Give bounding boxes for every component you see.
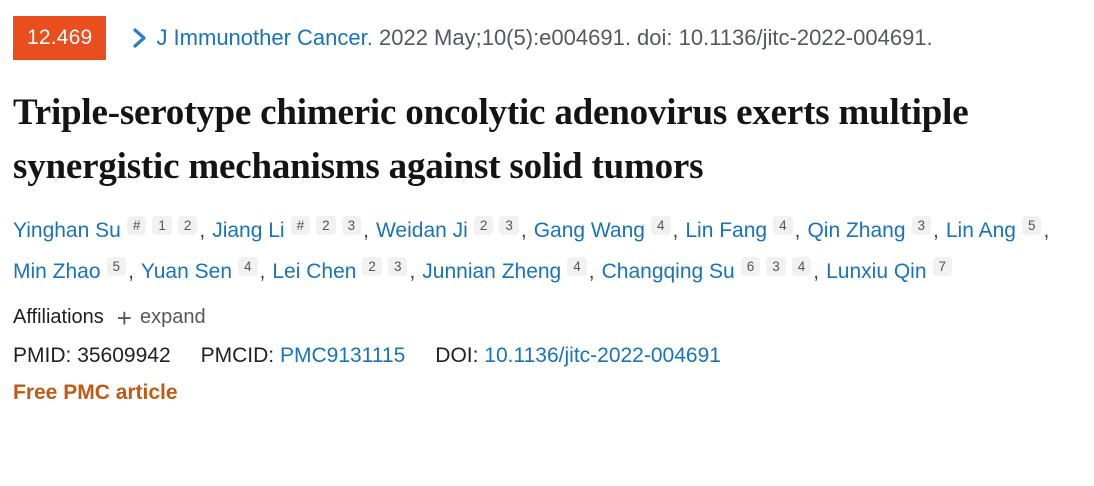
expand-label: expand	[139, 306, 206, 329]
author: Lunxiu Qin 7	[826, 252, 953, 293]
doi-label: DOI:	[435, 343, 479, 367]
journal-link[interactable]: J Immunother Cancer.	[156, 25, 373, 50]
author-affiliation-sup[interactable]: 4	[773, 215, 793, 236]
author-affiliation-sup[interactable]: 4	[650, 215, 671, 236]
author-affiliation-sup[interactable]: #	[290, 215, 311, 236]
author-affiliation-sup[interactable]: 2	[473, 215, 494, 236]
chevron-right-icon[interactable]	[132, 27, 147, 49]
author-separator: ,	[199, 218, 206, 242]
author-separator: ,	[409, 259, 416, 283]
impact-factor-badge[interactable]: 12.469	[13, 16, 107, 60]
author-affiliation-sup[interactable]: 7	[932, 256, 953, 277]
author-affiliation-sup[interactable]: 3	[341, 215, 362, 236]
author-link[interactable]: Gang Wang	[533, 218, 645, 242]
author-affiliation-sup[interactable]: 4	[791, 256, 812, 277]
author-separator: ,	[520, 218, 527, 242]
author-affiliation-sup[interactable]: 2	[362, 256, 382, 277]
journal-citation: J Immunother Cancer. 2022 May;10(5):e004…	[156, 25, 932, 51]
pmid-group: PMID: 35609942	[13, 344, 171, 368]
author-affiliation-sup[interactable]: 3	[499, 215, 519, 236]
author-affiliation-sup[interactable]: 2	[316, 215, 336, 236]
author: Gang Wang 4,	[533, 211, 679, 252]
author-separator: ,	[933, 218, 939, 242]
author-affiliation-sup[interactable]: 2	[177, 215, 198, 236]
author-link[interactable]: Lin Fang	[685, 218, 768, 242]
author-separator: ,	[672, 218, 679, 242]
affiliations-label: Affiliations	[13, 306, 104, 329]
author-affiliation-sup[interactable]: 3	[911, 215, 932, 236]
author: Junnian Zheng 4,	[422, 252, 595, 293]
author-separator: ,	[588, 259, 595, 283]
author-affiliation-sup[interactable]: 4	[567, 256, 587, 277]
author: Lei Chen 2 3,	[272, 252, 415, 293]
doi-group: DOI: 10.1136/jitc-2022-004691	[435, 344, 721, 368]
author-separator: ,	[363, 218, 369, 242]
author: Lin Fang 4,	[685, 211, 800, 252]
author-link[interactable]: Lin Ang	[945, 218, 1016, 242]
free-pmc-article-label[interactable]: Free PMC article	[13, 380, 178, 404]
author-affiliation-sup[interactable]: 5	[106, 256, 127, 277]
author-affiliation-sup[interactable]: 1	[152, 215, 172, 236]
author: Min Zhao 5,	[13, 252, 134, 293]
author-separator: ,	[813, 259, 820, 283]
doi-link[interactable]: 10.1136/jitc-2022-004691	[484, 343, 721, 367]
author-affiliation-sup[interactable]: 3	[387, 256, 408, 277]
pmid-label: PMID:	[13, 343, 72, 367]
author-link[interactable]: Weidan Ji	[375, 218, 468, 242]
author-separator: ,	[128, 259, 134, 283]
author: Lin Ang 5,	[946, 211, 1049, 252]
author-link[interactable]: Changqing Su	[601, 259, 735, 283]
author-affiliation-sup[interactable]: 3	[766, 256, 786, 277]
author-link[interactable]: Yinghan Su	[13, 218, 121, 242]
affiliations-expand-button[interactable]: + expand	[117, 305, 206, 331]
citation-row: 12.469 J Immunother Cancer. 2022 May;10(…	[13, 16, 1078, 60]
pmid-value: 35609942	[77, 343, 171, 367]
author-link[interactable]: Junnian Zheng	[422, 259, 562, 283]
pmcid-label: PMCID:	[200, 343, 275, 367]
author-link[interactable]: Jiang Li	[212, 218, 285, 242]
author-separator: ,	[794, 218, 801, 242]
author-affiliation-sup[interactable]: 5	[1021, 215, 1042, 236]
author-affiliation-sup[interactable]: 6	[740, 256, 761, 277]
author: Yuan Sen 4,	[141, 252, 265, 293]
author: Jiang Li #2 3,	[212, 211, 369, 252]
author-link[interactable]: Min Zhao	[13, 259, 101, 283]
author-link[interactable]: Lei Chen	[272, 259, 357, 283]
author: Yinghan Su #1 2,	[13, 211, 205, 252]
author-separator: ,	[259, 259, 266, 283]
author-separator: ,	[1043, 218, 1050, 242]
pmcid-group: PMCID: PMC9131115	[201, 344, 406, 368]
citation-details: 2022 May;10(5):e004691. doi: 10.1136/jit…	[372, 25, 933, 50]
author-link[interactable]: Lunxiu Qin	[826, 259, 927, 283]
article-ids-row: PMID: 35609942 PMCID: PMC9131115 DOI: 10…	[13, 344, 1078, 368]
author-link[interactable]: Yuan Sen	[140, 259, 232, 283]
plus-icon: +	[116, 302, 132, 333]
article-title: Triple-serotype chimeric oncolytic adeno…	[13, 92, 969, 188]
author: Qin Zhang 3,	[807, 211, 939, 252]
author: Changqing Su 6 3 4,	[601, 252, 820, 293]
affiliations-row: Affiliations + expand	[13, 305, 1078, 331]
pmcid-link[interactable]: PMC9131115	[279, 343, 406, 367]
author-affiliation-sup[interactable]: 4	[238, 256, 258, 277]
author-link[interactable]: Qin Zhang	[807, 218, 906, 242]
authors-list: Yinghan Su #1 2, Jiang Li #2 3, Weidan Ji 2 3, Ga…	[13, 211, 1078, 293]
author: Weidan Ji 2 3,	[376, 211, 527, 252]
author-affiliation-sup[interactable]: #	[126, 215, 147, 236]
